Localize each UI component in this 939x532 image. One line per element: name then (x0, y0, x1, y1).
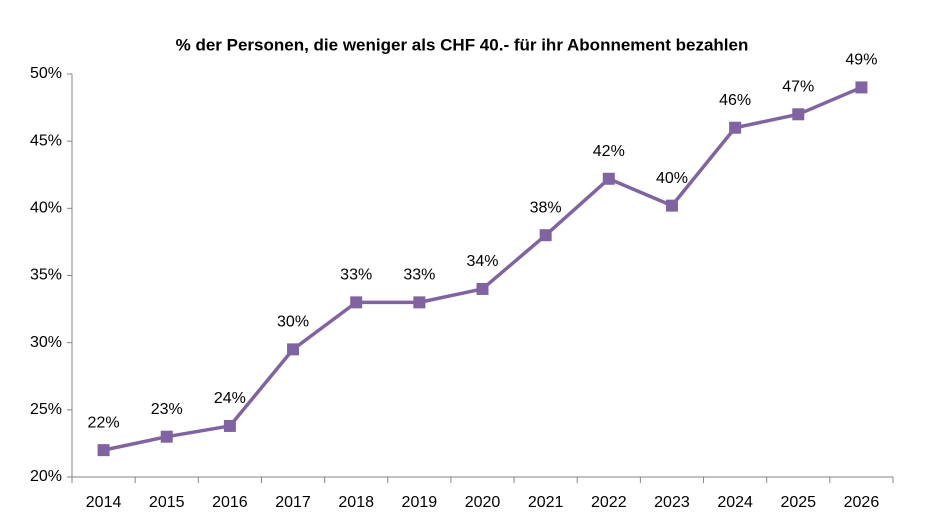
marker (476, 282, 489, 295)
y-tick-label: 30% (30, 334, 62, 351)
data-label: 40% (656, 170, 688, 187)
data-label: 38% (530, 199, 562, 216)
y-tick-label: 50% (30, 65, 62, 82)
y-tick-label: 45% (30, 132, 62, 149)
marker (97, 444, 110, 457)
data-label: 33% (340, 267, 372, 284)
data-label: 33% (403, 267, 435, 284)
marker (413, 296, 426, 309)
x-tick-label: 2018 (338, 494, 374, 511)
data-label: 46% (719, 92, 751, 109)
x-tick-label: 2016 (212, 494, 248, 511)
marker (160, 430, 173, 443)
marker (602, 172, 615, 185)
data-label: 24% (214, 390, 246, 407)
x-tick-label: 2015 (149, 494, 185, 511)
marker (287, 343, 300, 356)
data-label: 22% (88, 414, 120, 431)
y-tick-label: 20% (30, 468, 62, 485)
x-tick-label: 2024 (717, 494, 753, 511)
data-label: 34% (466, 253, 498, 270)
x-tick-label: 2026 (844, 494, 880, 511)
data-label: 42% (593, 143, 625, 160)
marker (855, 81, 868, 94)
x-tick-label: 2025 (780, 494, 816, 511)
x-tick-label: 2022 (591, 494, 627, 511)
y-tick-label: 35% (30, 267, 62, 284)
data-label: 30% (277, 314, 309, 331)
marker (223, 419, 236, 432)
x-tick-label: 2014 (86, 494, 122, 511)
data-label: 47% (782, 79, 814, 96)
data-label: 49% (845, 52, 877, 69)
y-tick-label: 40% (30, 200, 62, 217)
marker (539, 229, 552, 242)
chart-title: % der Personen, die weniger als CHF 40.-… (176, 35, 749, 54)
marker (792, 108, 805, 121)
data-label: 23% (151, 401, 183, 418)
marker (350, 296, 363, 309)
x-tick-label: 2021 (528, 494, 564, 511)
y-tick-label: 25% (30, 401, 62, 418)
marker (665, 199, 678, 212)
x-tick-label: 2023 (654, 494, 690, 511)
x-tick-label: 2017 (275, 494, 311, 511)
marker (729, 121, 742, 134)
x-tick-label: 2020 (465, 494, 501, 511)
x-tick-label: 2019 (402, 494, 438, 511)
